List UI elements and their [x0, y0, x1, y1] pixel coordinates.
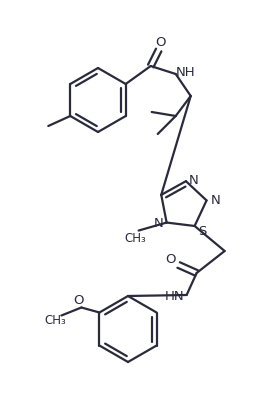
Text: HN: HN	[165, 291, 184, 303]
Text: S: S	[199, 225, 207, 239]
Text: O: O	[165, 254, 176, 266]
Text: N: N	[189, 173, 199, 187]
Text: CH₃: CH₃	[125, 232, 146, 245]
Text: N: N	[154, 217, 164, 230]
Text: NH: NH	[176, 66, 195, 79]
Text: CH₃: CH₃	[44, 314, 66, 327]
Text: O: O	[155, 37, 166, 50]
Text: N: N	[211, 194, 220, 207]
Text: O: O	[73, 294, 84, 307]
